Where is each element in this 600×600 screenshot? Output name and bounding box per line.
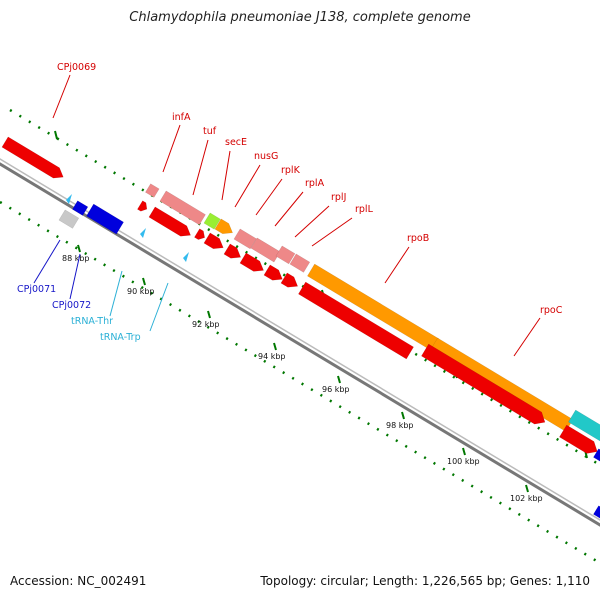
gene-rplj bbox=[275, 245, 296, 265]
map-title: Chlamydophila pneumoniae J138, complete … bbox=[129, 10, 471, 25]
gene-nusg bbox=[214, 218, 233, 235]
gene-label-rpla: rplA bbox=[305, 178, 325, 189]
inner-major-tick bbox=[462, 447, 466, 456]
inner-major-tick bbox=[142, 277, 146, 286]
gene-red-a bbox=[148, 206, 191, 237]
gene-red-g bbox=[280, 272, 299, 288]
gene-label-rpob: rpoB bbox=[407, 233, 429, 244]
label-leader-line bbox=[513, 317, 541, 357]
inner-major-tick bbox=[77, 244, 81, 253]
gene-label-infa: infA bbox=[172, 112, 191, 123]
label-leader-line bbox=[311, 217, 353, 247]
gene-label-rplj: rplJ bbox=[331, 192, 346, 203]
gene-label-cpj0072: CPj0072 bbox=[52, 300, 91, 311]
trna-thr-marker bbox=[140, 228, 146, 238]
label-leader-line bbox=[109, 270, 123, 317]
trna-marker bbox=[66, 194, 72, 204]
label-leader-line bbox=[33, 239, 61, 284]
gene-label-cpj0069: CPj0069 bbox=[57, 62, 96, 73]
gene-rpll bbox=[289, 253, 311, 273]
genome-summary: Topology: circular; Length: 1,226,565 bp… bbox=[260, 574, 590, 588]
gene-red-j bbox=[559, 424, 598, 454]
label-leader-line bbox=[69, 253, 81, 300]
outer-tick-ring bbox=[9, 108, 600, 467]
gene-label-rpll: rplL bbox=[355, 204, 374, 215]
gene-cpj0071 bbox=[58, 209, 80, 229]
label-leader-line bbox=[294, 205, 330, 238]
gene-rpoc bbox=[430, 337, 574, 432]
gene-teal bbox=[568, 409, 600, 442]
inner-tick-ring bbox=[0, 200, 600, 565]
scale-tick-label: 100 kbp bbox=[447, 457, 480, 466]
gene-blue-right bbox=[593, 448, 600, 462]
gene-label-cpj0071: CPj0071 bbox=[17, 284, 56, 295]
gene-label-tuf: tuf bbox=[203, 126, 217, 137]
gene-tuf bbox=[159, 190, 206, 226]
gene-red-b bbox=[194, 228, 205, 240]
scale-tick-label: 92 kbp bbox=[192, 320, 220, 329]
scale-tick-label: 96 kbp bbox=[322, 385, 350, 394]
gene-red-i bbox=[421, 343, 546, 425]
gene-label-nusg: nusG bbox=[254, 151, 278, 162]
gene-rpla bbox=[250, 237, 281, 263]
gene-red-d bbox=[223, 243, 242, 259]
scale-tick-label: 102 kbp bbox=[510, 494, 543, 503]
scale-tick-label: 98 kbp bbox=[386, 421, 414, 430]
gene-label-trna-thr: tRNA-Thr bbox=[71, 316, 113, 327]
trna-trp-marker bbox=[183, 252, 189, 262]
gene-red-h bbox=[298, 281, 414, 360]
gene-cpj0069 bbox=[1, 136, 64, 179]
gene-small-red bbox=[137, 200, 148, 212]
label-leader-line bbox=[149, 282, 169, 332]
label-leader-line bbox=[274, 191, 304, 227]
label-leader-line bbox=[162, 124, 181, 173]
scale-tick-label: 88 kbp bbox=[62, 254, 90, 263]
accession-label: Accession: NC_002491 bbox=[10, 574, 147, 588]
inner-major-tick bbox=[207, 310, 211, 319]
gene-infa-upper bbox=[145, 183, 160, 198]
gene-label-rplk: rplK bbox=[281, 165, 301, 176]
gene-cpj0072-a bbox=[72, 200, 89, 216]
gene-red-c bbox=[203, 232, 224, 250]
gene-rplk bbox=[233, 228, 257, 250]
gene-label-sece: secE bbox=[225, 137, 247, 148]
label-leader-line bbox=[221, 150, 231, 201]
label-leader-line bbox=[192, 139, 209, 196]
scale-tick-label: 90 kbp bbox=[127, 287, 155, 296]
gene-cpj0072-b bbox=[86, 203, 124, 235]
inner-major-tick bbox=[273, 342, 277, 351]
gene-red-e bbox=[239, 252, 264, 272]
scale-tick-label: 94 kbp bbox=[258, 352, 286, 361]
label-leader-line bbox=[52, 74, 71, 119]
gene-label-trna-trp: tRNA-Trp bbox=[100, 332, 141, 343]
gene-blue-right-lower bbox=[593, 505, 600, 519]
label-leader-line bbox=[384, 246, 410, 284]
inner-major-tick bbox=[401, 411, 405, 420]
gene-label-rpoc: rpoC bbox=[540, 305, 563, 316]
gene-sece bbox=[203, 212, 221, 230]
inner-major-tick bbox=[337, 375, 341, 384]
gene-red-f bbox=[263, 264, 283, 281]
label-leader-line bbox=[234, 164, 261, 208]
inner-major-tick bbox=[525, 484, 529, 493]
outer-major-tick bbox=[54, 130, 58, 140]
label-leader-line bbox=[255, 178, 283, 216]
